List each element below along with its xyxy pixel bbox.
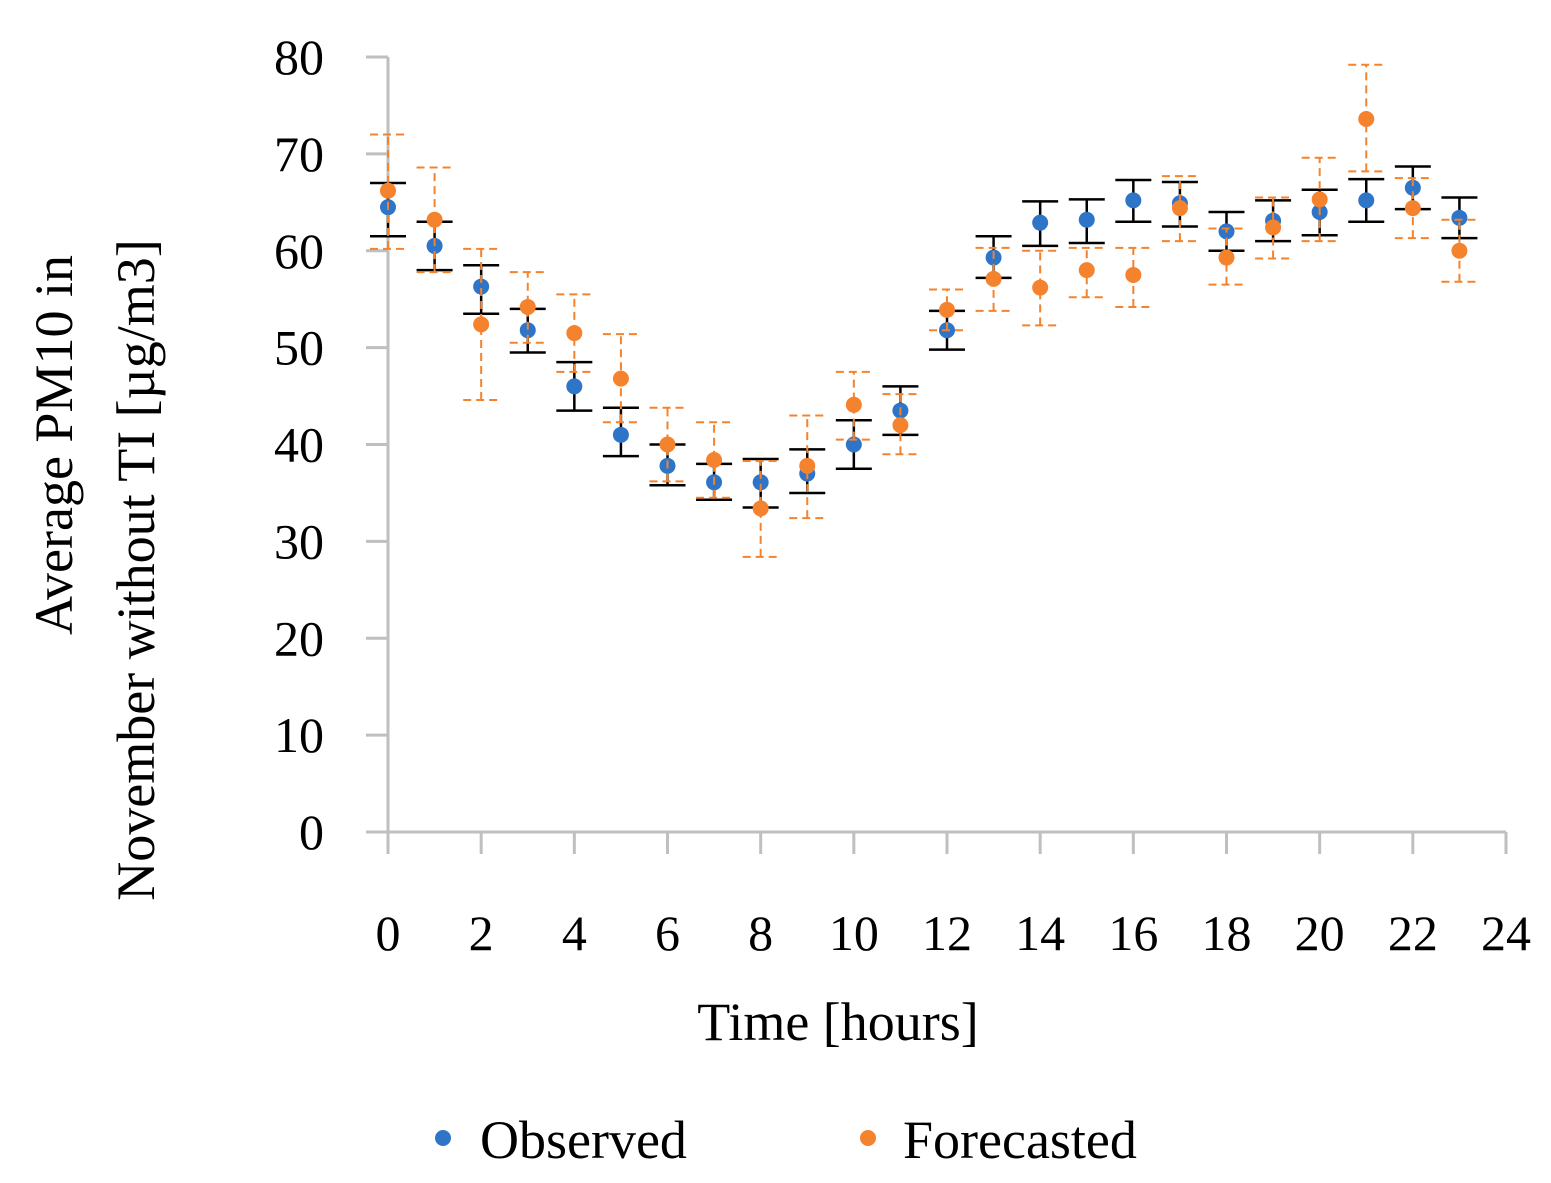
point-forecasted: [799, 457, 816, 474]
x-tick-label: 6: [655, 905, 680, 961]
x-tick-label: 10: [829, 905, 879, 961]
point-observed: [519, 322, 536, 339]
x-tick-label: 18: [1202, 905, 1252, 961]
point-observed: [1078, 211, 1095, 228]
x-axis-title: Time [hours]: [697, 992, 979, 1052]
point-forecasted: [845, 396, 862, 413]
x-tick-label: 24: [1481, 905, 1531, 961]
point-observed: [1404, 179, 1421, 196]
y-tick-label: 30: [274, 513, 324, 569]
point-forecasted: [659, 436, 676, 453]
y-tick-label: 60: [274, 223, 324, 279]
point-forecasted: [1265, 219, 1282, 236]
x-tick-label: 0: [376, 905, 401, 961]
y-tick-label: 20: [274, 610, 324, 666]
point-observed: [752, 474, 769, 491]
point-forecasted: [426, 211, 443, 228]
y-tick-label: 50: [274, 320, 324, 376]
point-observed: [566, 378, 583, 395]
x-tick-label: 14: [1015, 905, 1065, 961]
x-tick-label: 20: [1295, 905, 1345, 961]
point-forecasted: [473, 316, 490, 333]
point-forecasted: [1171, 200, 1188, 217]
point-forecasted: [752, 500, 769, 517]
y-axis-title-line-2: November without TI [µg/m3]: [106, 239, 166, 901]
point-forecasted: [1125, 266, 1142, 283]
legend-label-forecasted: Forecasted: [903, 1110, 1137, 1170]
y-tick-label: 80: [274, 29, 324, 85]
x-tick-label: 22: [1388, 905, 1438, 961]
legend-marker-observed: [435, 1130, 451, 1146]
x-tick-label: 12: [922, 905, 972, 961]
axis-labels: Time [hours] Average PM10 in November wi…: [24, 239, 979, 1052]
point-forecasted: [1358, 111, 1375, 127]
point-observed: [1358, 192, 1375, 209]
point-observed: [612, 426, 629, 443]
point-forecasted: [1218, 249, 1235, 266]
series-observed: [370, 165, 1478, 509]
x-tick-label: 8: [748, 905, 773, 961]
point-observed: [473, 278, 490, 295]
point-forecasted: [566, 325, 583, 342]
x-tick-label: 2: [469, 905, 494, 961]
point-forecasted: [892, 417, 909, 434]
point-observed: [1451, 209, 1468, 226]
x-tick-label: 4: [562, 905, 587, 961]
series-forecasted: [370, 63, 1478, 558]
point-forecasted: [519, 298, 536, 315]
point-forecasted: [612, 370, 629, 387]
point-observed: [1032, 214, 1049, 231]
point-forecasted: [706, 452, 723, 468]
y-tick-label: 10: [274, 707, 324, 763]
y-tick-label: 40: [274, 417, 324, 473]
point-forecasted: [985, 270, 1002, 287]
point-forecasted: [939, 301, 955, 318]
y-axis-title-line-1: Average PM10 in: [24, 255, 84, 635]
legend-label-observed: Observed: [480, 1110, 687, 1170]
legend-marker-forecasted: [860, 1130, 876, 1146]
x-tick-label: 16: [1108, 905, 1158, 961]
plot-area: [370, 63, 1478, 558]
point-forecasted: [1404, 200, 1421, 217]
legend: Observed Forecasted: [435, 1110, 1137, 1170]
point-forecasted: [1311, 191, 1328, 208]
point-forecasted: [380, 182, 396, 199]
y-tick-label: 0: [299, 804, 324, 860]
point-forecasted: [1451, 242, 1468, 259]
point-forecasted: [1032, 279, 1049, 296]
point-forecasted: [1078, 262, 1095, 279]
point-observed: [1125, 192, 1142, 209]
y-tick-label: 70: [274, 126, 324, 182]
